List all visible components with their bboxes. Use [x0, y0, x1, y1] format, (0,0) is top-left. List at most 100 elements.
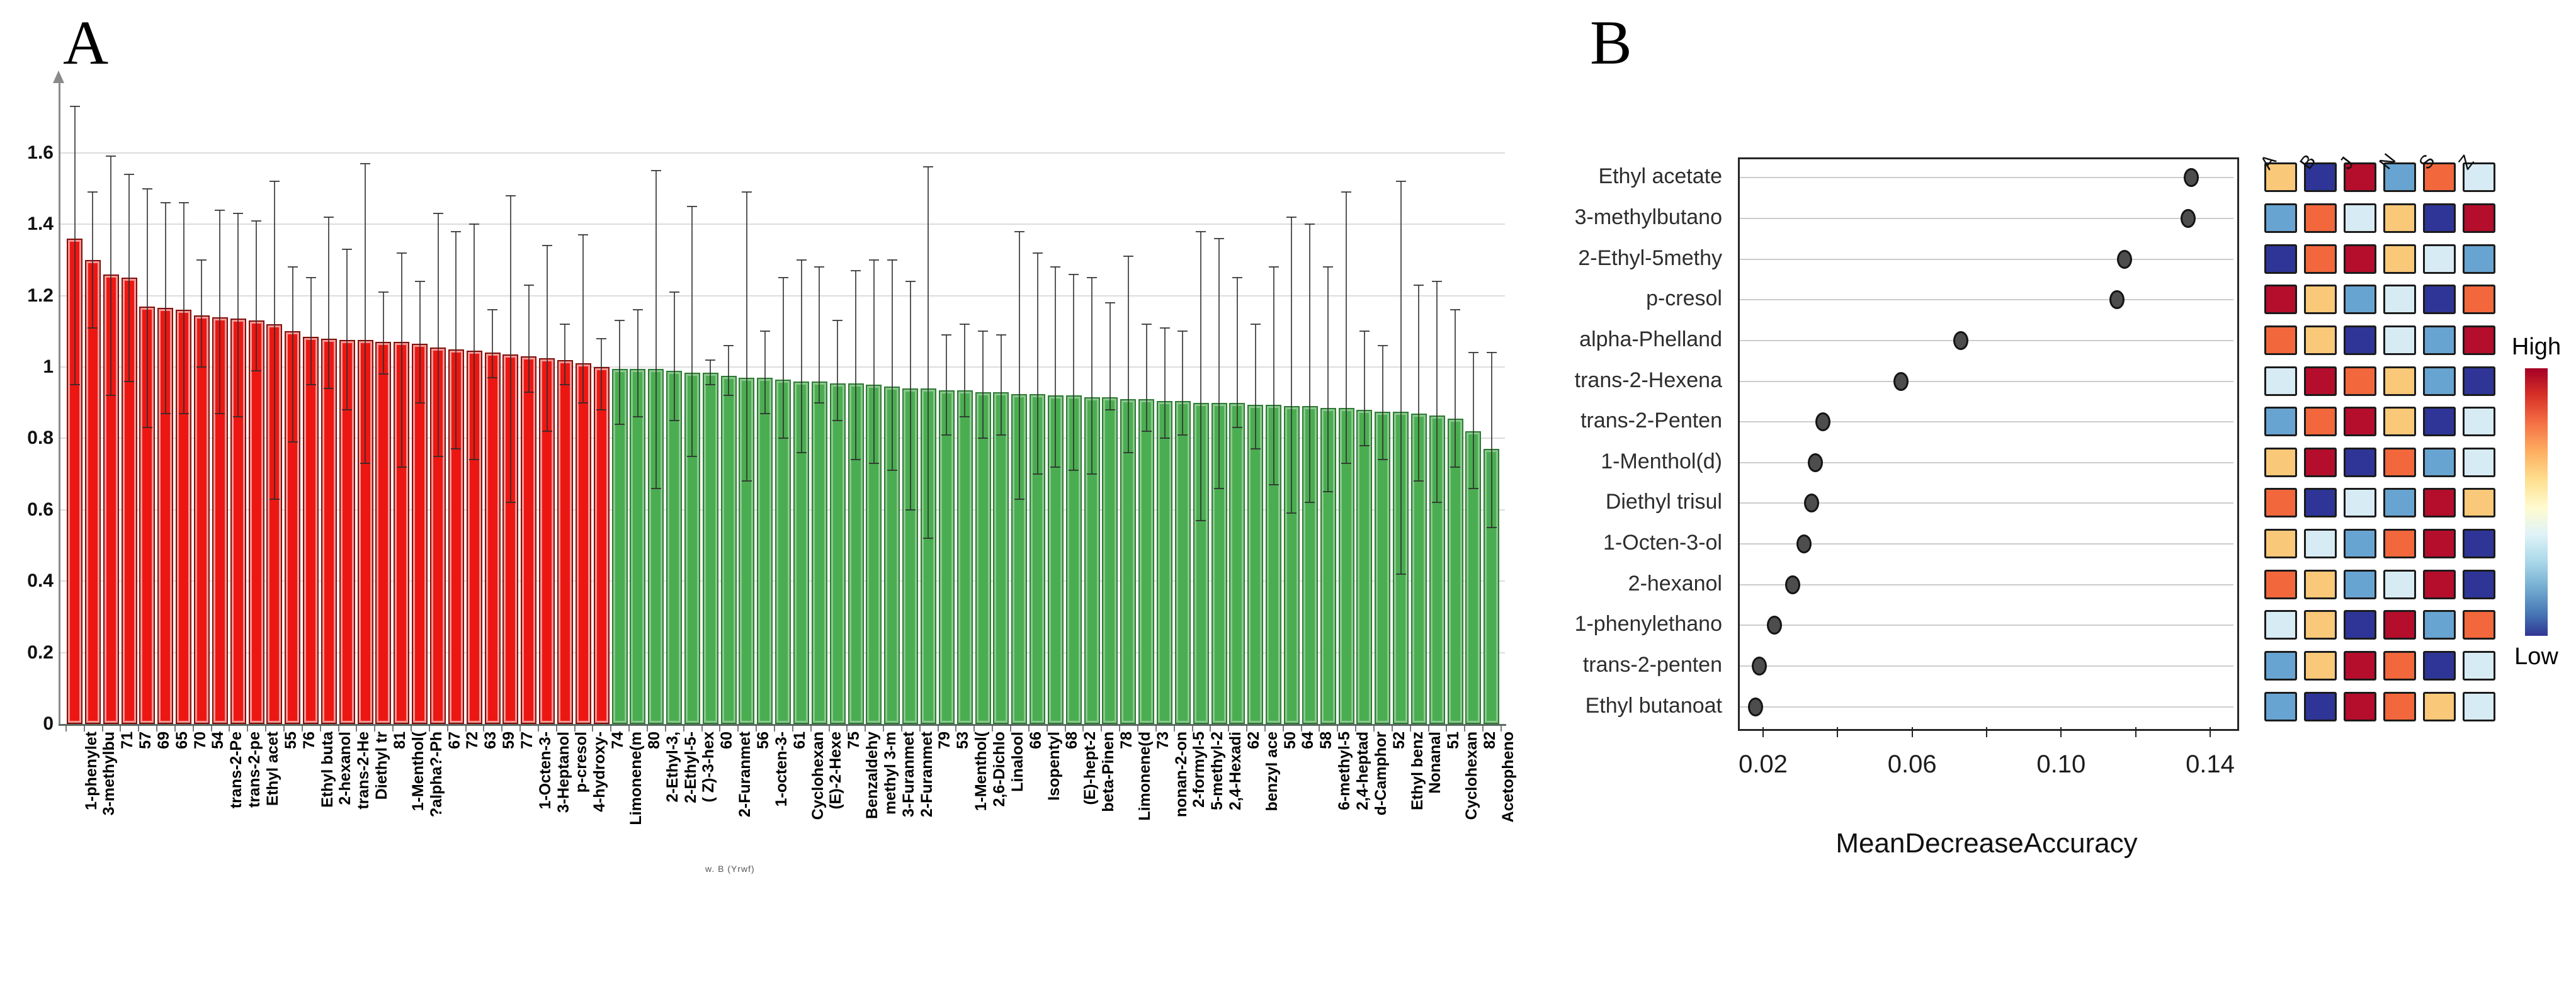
error-bar-cap-top	[305, 277, 316, 279]
row-label: 2-hexanol	[1628, 571, 1722, 596]
x-category-label: 50	[1281, 732, 1299, 749]
error-bar-cap-top	[669, 291, 679, 293]
error-bar	[1127, 256, 1129, 453]
bar	[466, 351, 482, 724]
heatmap-cell	[2344, 366, 2376, 396]
x-category-label: Limonene(m	[627, 732, 645, 825]
error-bar	[1091, 278, 1093, 475]
error-bar-cap-bottom	[305, 384, 316, 386]
error-bar-cap-bottom	[287, 441, 298, 443]
x-axis-line	[59, 724, 1506, 726]
x-category-label: ( Z)-3-hex	[700, 732, 718, 803]
axis-tick	[174, 726, 176, 732]
bar	[557, 359, 573, 724]
heatmap-cell	[2344, 244, 2376, 274]
axis-tick	[1264, 726, 1266, 732]
x-category-label: 6-methyl-5	[1336, 732, 1354, 811]
error-bar-cap-top	[1359, 331, 1370, 332]
gridline	[60, 223, 1505, 225]
x-category-label: Linalool	[1008, 732, 1026, 792]
row-gridline	[1740, 502, 2233, 504]
heatmap-cell	[2423, 610, 2456, 640]
bar	[1229, 402, 1245, 724]
error-bar-cap-top	[523, 284, 534, 286]
heatmap-cell	[2304, 569, 2337, 599]
error-bar	[855, 270, 857, 460]
error-bar-cap-top	[1177, 331, 1188, 332]
axis-tick	[592, 726, 594, 732]
x-axis-tick	[2135, 727, 2136, 737]
data-point	[1803, 494, 1819, 513]
bar	[829, 383, 846, 724]
error-bar	[1291, 217, 1293, 514]
x-category-label: 54	[209, 732, 227, 749]
x-category-label: Benzaldehy	[863, 732, 882, 819]
error-bar	[1273, 267, 1274, 485]
bar	[938, 390, 955, 724]
x-category-label: Cyclohexan	[1463, 732, 1481, 820]
error-bar	[691, 206, 693, 456]
error-bar-cap-bottom	[251, 370, 261, 371]
axis-tick	[1446, 726, 1448, 732]
x-category-label: trans-2-pe	[246, 732, 264, 808]
heatmap-cell	[2304, 407, 2337, 437]
x-tick-label: 0.14	[2186, 750, 2235, 778]
heatmap-cell	[2423, 366, 2456, 396]
error-bar-cap-bottom	[1177, 434, 1188, 436]
bar	[702, 372, 718, 724]
error-bar-cap-top	[505, 195, 516, 196]
heatmap-cell	[2463, 610, 2495, 640]
error-bar-cap-top	[360, 162, 371, 164]
error-bar	[946, 334, 948, 435]
error-bar-cap-bottom	[1250, 448, 1261, 450]
error-bar-cap-top	[69, 106, 80, 108]
x-category-label: 57	[137, 732, 155, 749]
bar	[1102, 397, 1118, 724]
y-tick-label: 1	[43, 356, 54, 377]
row-gridline	[1740, 461, 2233, 463]
heatmap-cell	[2463, 447, 2495, 477]
data-point	[1893, 371, 1909, 391]
error-bar	[819, 267, 820, 403]
error-bar-cap-top	[396, 252, 407, 254]
heatmap-cell	[2383, 691, 2416, 721]
x-category-label: 69	[154, 732, 173, 749]
axis-tick	[192, 726, 194, 732]
error-bar	[328, 217, 330, 389]
bar	[666, 370, 683, 724]
error-bar-cap-top	[741, 191, 752, 193]
error-bar	[74, 106, 76, 385]
heatmap-cell	[2383, 203, 2416, 233]
x-category-label: 71	[118, 732, 137, 749]
heatmap-cell	[2383, 366, 2416, 396]
x-category-label: p-cresol	[572, 732, 591, 793]
error-bar-cap-bottom	[342, 409, 353, 411]
error-bar-cap-bottom	[1468, 487, 1478, 489]
axis-tick	[1337, 726, 1339, 732]
bar	[1247, 404, 1264, 724]
bar	[757, 378, 773, 724]
data-point	[2116, 249, 2132, 269]
bar	[993, 392, 1009, 724]
row-gridline	[1740, 421, 2233, 423]
heatmap-cell	[2423, 407, 2456, 437]
error-bar	[800, 259, 802, 453]
y-tick-label: 0.2	[27, 641, 54, 663]
row-label: 1-phenylethano	[1574, 612, 1722, 636]
x-tick-label: 0.02	[1739, 750, 1788, 778]
x-category-label: 3-Heptanol	[554, 732, 572, 813]
error-bar-cap-top	[978, 331, 988, 332]
axis-tick	[392, 726, 394, 732]
heatmap-cell	[2423, 285, 2456, 315]
error-bar-cap-bottom	[632, 416, 643, 418]
heatmap-cell	[2264, 162, 2297, 193]
heatmap-cell	[2264, 691, 2297, 721]
bar	[1375, 411, 1391, 724]
error-bar-cap-bottom	[1014, 498, 1024, 500]
x-category-label: 2,6-Dichlo	[990, 732, 1008, 807]
error-bar-cap-bottom	[1159, 438, 1170, 439]
heatmap-cell	[2383, 610, 2416, 640]
error-bar-cap-bottom	[451, 448, 462, 450]
axis-tick	[101, 726, 103, 732]
